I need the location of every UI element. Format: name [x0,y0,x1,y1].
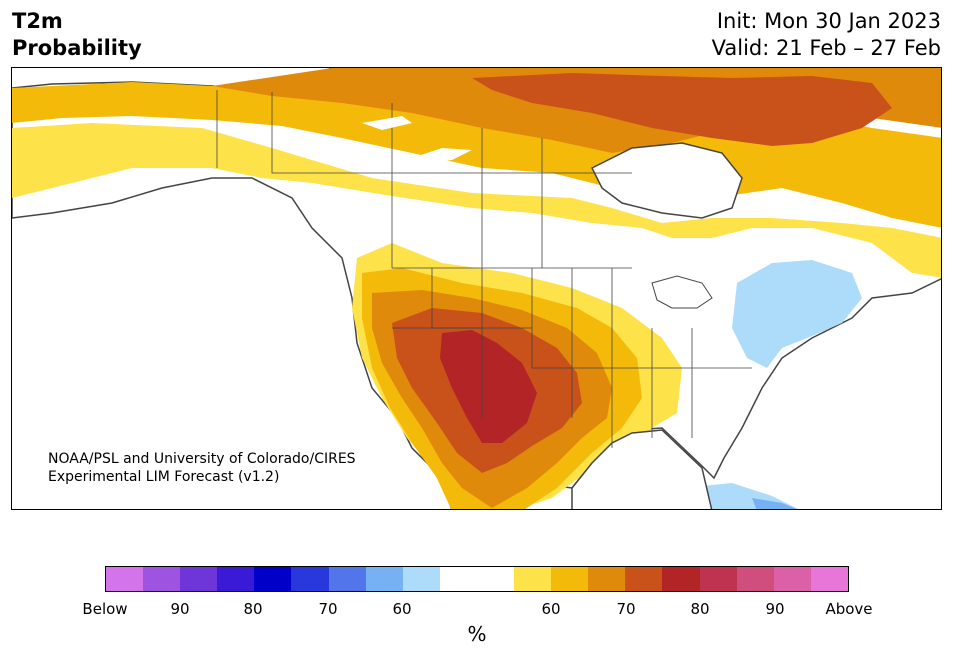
colorbar-segment [180,567,218,591]
map-canvas [12,68,941,509]
colorbar-tick-label: 70 [616,600,636,618]
colorbar-segment [662,567,700,591]
colorbar-segment [291,567,329,591]
credit-line-1: NOAA/PSL and University of Colorado/CIRE… [48,451,356,467]
title-line-2: Probability [12,36,142,60]
colorbar-segment [588,567,626,591]
map-title: T2m Probability [12,8,142,62]
colorbar-tick-label: 90 [765,600,785,618]
band-above-80-northeast [472,73,892,146]
colorbar-tick-label: 80 [243,600,263,618]
valid-date: Valid: 21 Feb – 27 Feb [711,36,941,60]
colorbar-segment [328,567,366,591]
colorbar-segment [143,567,181,591]
forecast-map [11,67,942,510]
colorbar-segment [514,567,552,591]
band-above-85-southwest [440,330,537,443]
hudson-bay [590,142,743,219]
great-lakes [651,275,713,309]
colorbar-segment [551,567,589,591]
colorbar-segment [699,567,737,591]
colorbar-segment [476,567,515,591]
band-below-60-northeast [732,260,862,368]
colorbar-segment [254,567,292,591]
colorbar-segment [106,567,144,591]
credit-line-2: Experimental LIM Forecast (v1.2) [48,469,280,485]
band-below-70-caribbean [752,498,797,509]
probability-colorbar [105,566,849,592]
colorbar-segment [365,567,403,591]
colorbar-tick-label: 60 [392,600,412,618]
northern-lake-1 [362,116,412,130]
colorbar-segment [402,567,440,591]
colorbar-segment [625,567,663,591]
init-date: Init: Mon 30 Jan 2023 [716,9,941,33]
state-province-borders [216,90,752,448]
band-above-60-north [12,123,941,278]
colorbar-unit: % [467,622,487,646]
colorbar-segment [736,567,774,591]
colorbar-segment [217,567,255,591]
colorbar-segment [810,567,848,591]
credit-text: NOAA/PSL and University of Colorado/CIRE… [48,450,356,486]
northern-lake-2 [412,148,472,163]
title-line-1: T2m [12,9,63,33]
colorbar-tick-label: 60 [541,600,561,618]
colorbar-tick-label: 90 [170,600,190,618]
colorbar-tick-label: 70 [318,600,338,618]
colorbar-segment [439,567,477,591]
colorbar-tick-label: Below [82,600,128,618]
colorbar-tick-label: 80 [690,600,710,618]
colorbar-tick-label: Above [825,600,873,618]
forecast-dates: Init: Mon 30 Jan 2023 Valid: 21 Feb – 27… [712,8,941,62]
colorbar-segment [773,567,811,591]
gulf-of-mexico [571,429,713,509]
